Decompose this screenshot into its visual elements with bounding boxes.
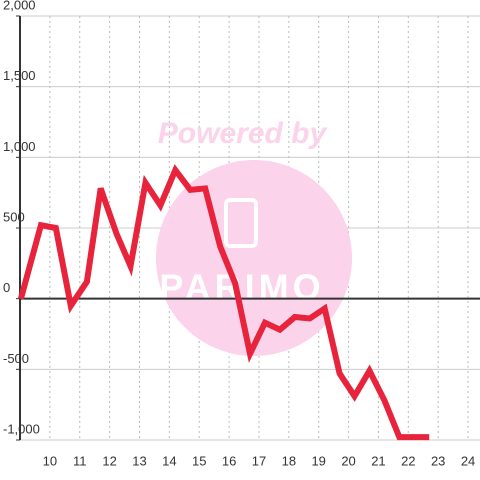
x-tick-label: 22: [401, 453, 415, 468]
x-tick-label: 17: [252, 453, 266, 468]
x-tick-label: 16: [222, 453, 236, 468]
x-tick-label: 21: [371, 453, 385, 468]
x-tick-label: 18: [282, 453, 296, 468]
watermark-text: Powered by: [158, 117, 328, 150]
y-tick-label: -500: [3, 351, 29, 366]
x-tick-label: 20: [341, 453, 355, 468]
y-tick-label: 2,000: [3, 0, 36, 12]
x-tick-label: 13: [132, 453, 146, 468]
watermark-logo: PARIMO: [159, 267, 324, 308]
x-tick-label: 10: [43, 453, 57, 468]
y-tick-label: 0: [3, 280, 10, 295]
x-tick-label: 12: [102, 453, 116, 468]
x-tick-label: 15: [192, 453, 206, 468]
x-tick-label: 24: [461, 453, 475, 468]
x-tick-label: 19: [311, 453, 325, 468]
watermark-circle: [156, 160, 352, 356]
y-tick-label: 500: [3, 209, 25, 224]
y-tick-label: -1,000: [3, 421, 40, 436]
x-tick-label: 23: [431, 453, 445, 468]
x-tick-label: 11: [73, 453, 87, 468]
x-tick-label: 14: [162, 453, 176, 468]
watermark-icon: [224, 198, 258, 248]
data-line: [18, 164, 430, 441]
